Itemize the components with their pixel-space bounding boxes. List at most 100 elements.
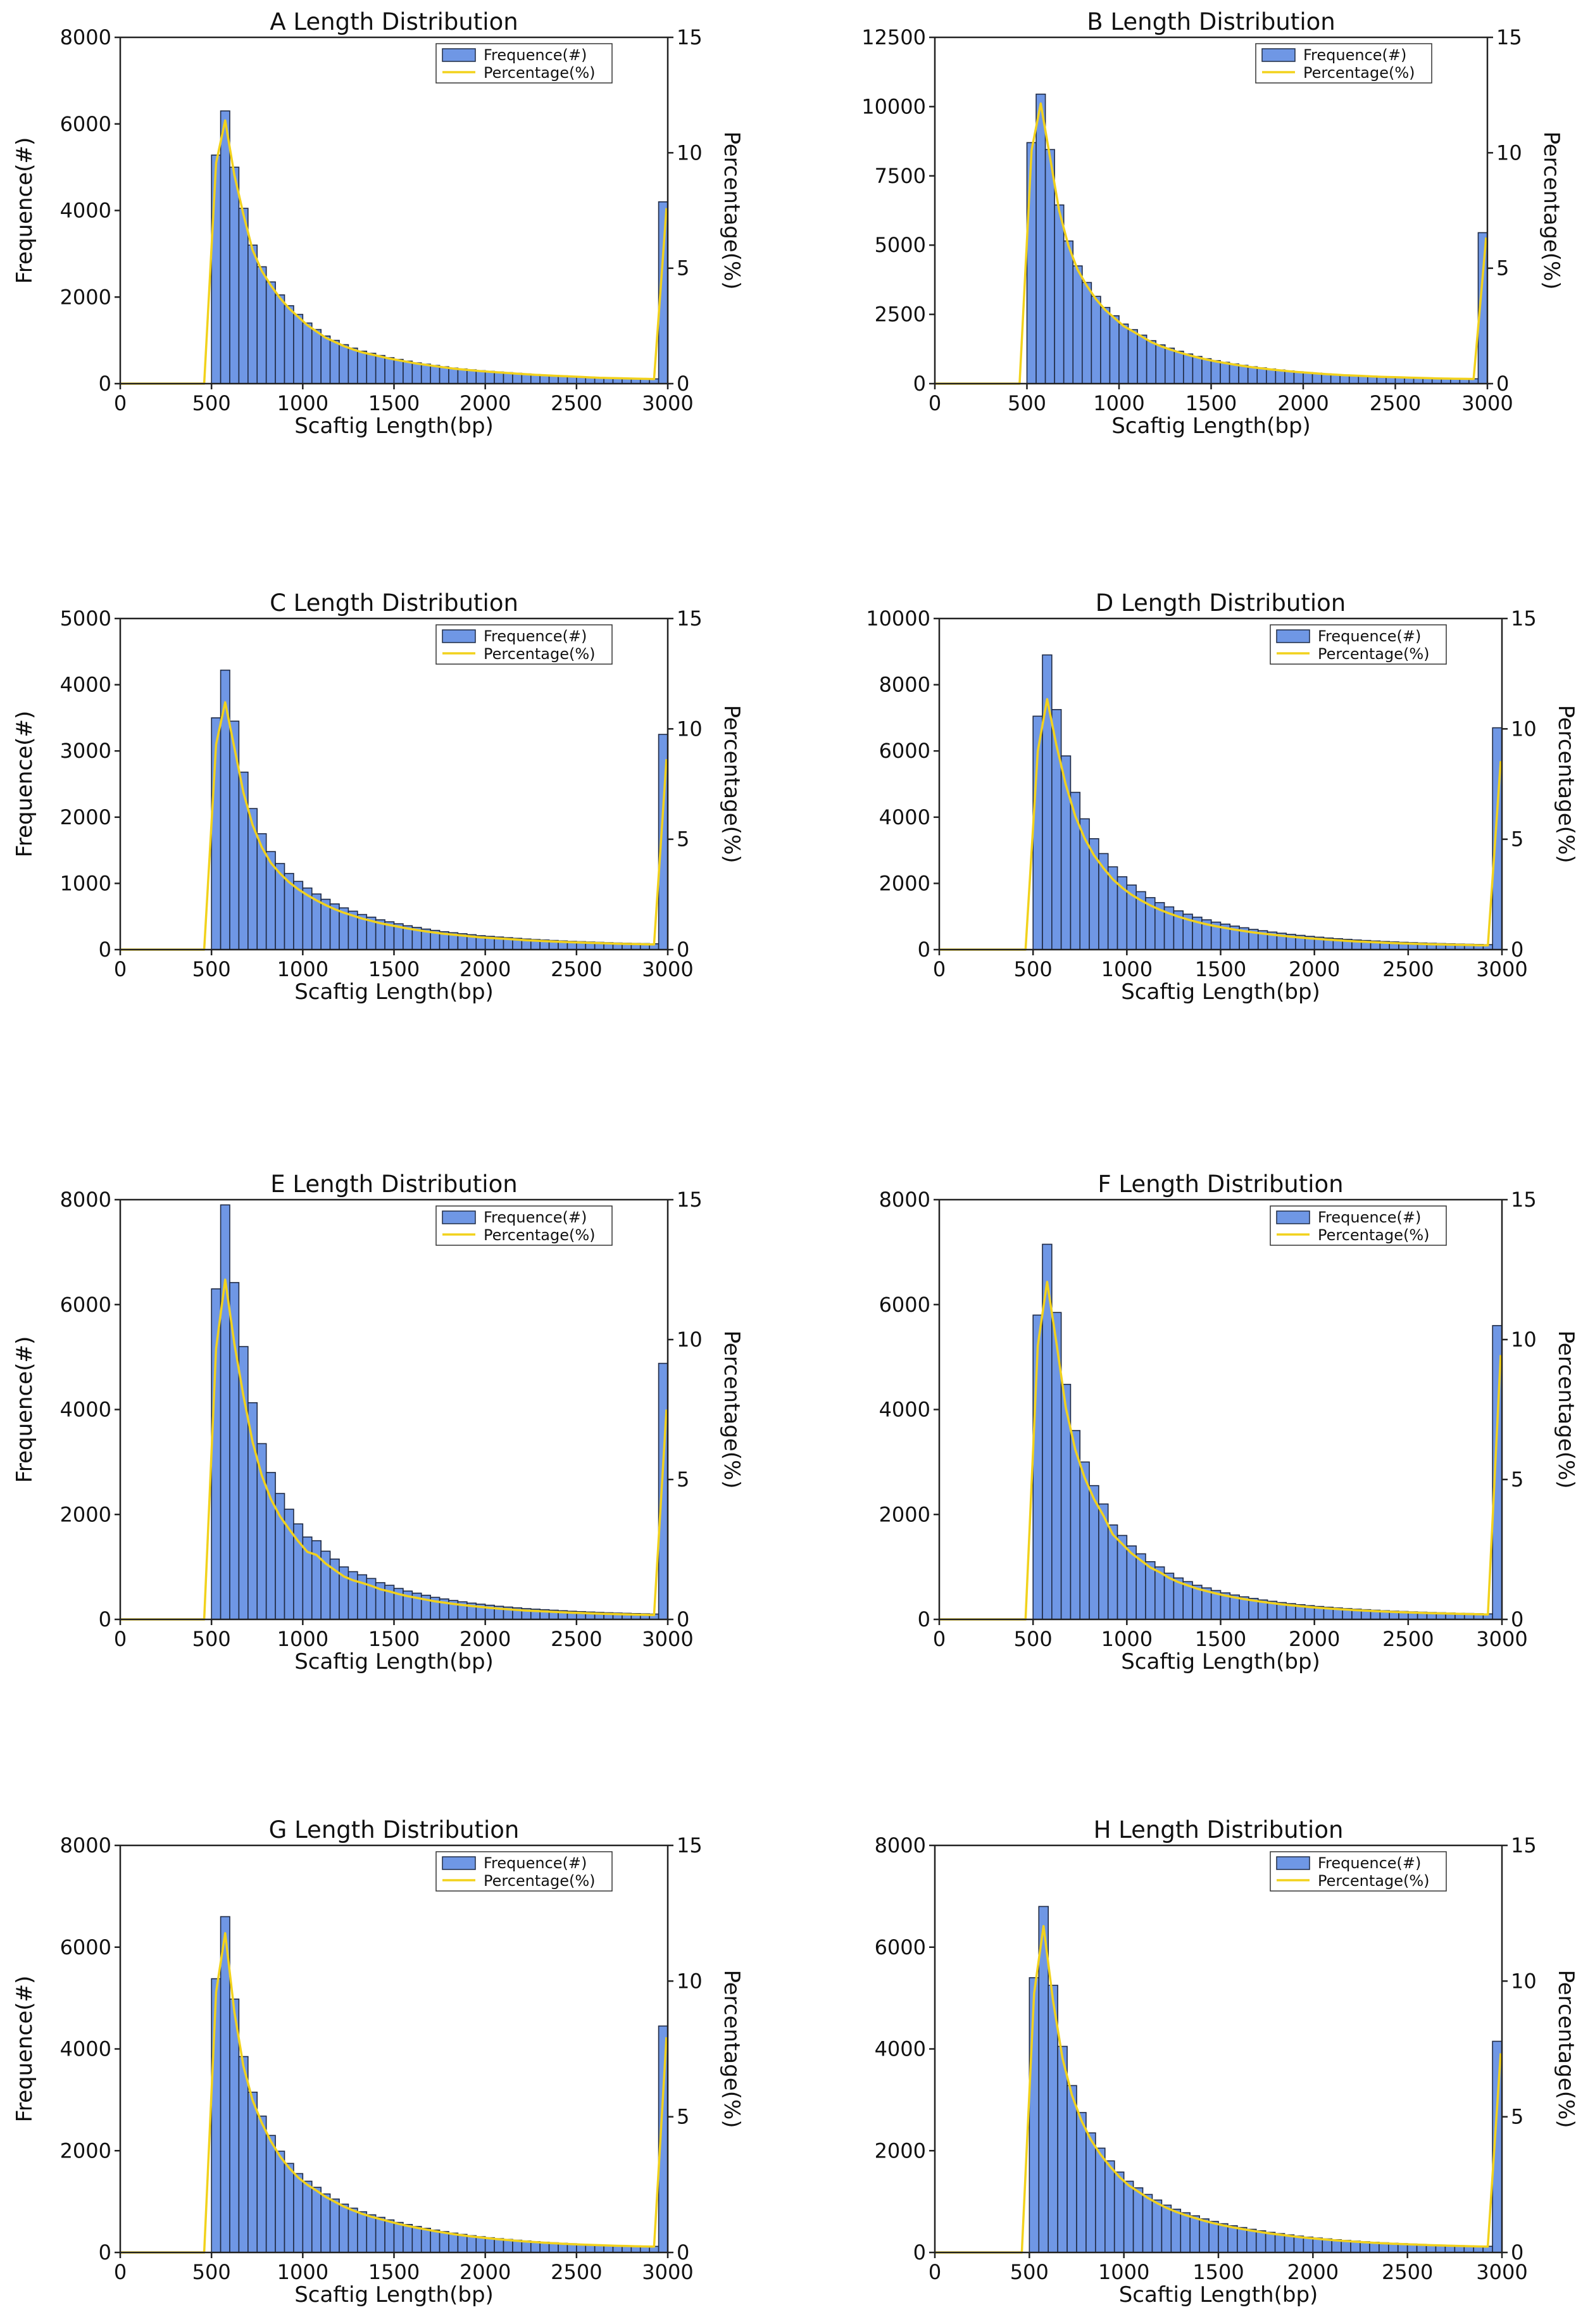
y2-tick-label: 5: [1511, 1467, 1523, 1492]
histogram-bar: [1076, 2112, 1087, 2253]
x-tick-label: 2500: [551, 2260, 602, 2284]
x-tick-label: 500: [192, 957, 231, 981]
x-tick-label: 1000: [277, 391, 328, 415]
histogram-bar: [1057, 2045, 1068, 2253]
x-tick-label: 2000: [1289, 957, 1340, 981]
x-tick-label: 2500: [1382, 1627, 1434, 1651]
histogram-bar: [1218, 2223, 1229, 2253]
histogram-bar: [1275, 369, 1285, 384]
histogram-bar: [1192, 356, 1203, 384]
histogram-bar: [1284, 2234, 1295, 2253]
y2-tick-label: 0: [1511, 2240, 1523, 2264]
histogram-bar: [211, 1288, 222, 1620]
histogram-bars: [1029, 1906, 1503, 2253]
x-tick-label: 1500: [368, 391, 420, 415]
chart-panel-f: 0 500 1000 1500 2000 2500 30000200040006000800…: [12, 1171, 1579, 1674]
histogram-bar: [265, 1472, 276, 1620]
y2-axis-label: Percentage(%): [1553, 1969, 1579, 2128]
histogram-bars: [1032, 654, 1503, 950]
histogram-bar: [1137, 334, 1148, 384]
x-tick-label: 1000: [1101, 957, 1153, 981]
y-tick-label: 5000: [875, 233, 926, 257]
x-tick-label: 2500: [551, 391, 602, 415]
histogram-bar: [347, 2208, 358, 2253]
y2-tick-label: 5: [677, 827, 689, 851]
x-tick-label: 2500: [551, 957, 602, 981]
histogram-bar: [284, 2163, 294, 2253]
percentage-line: [939, 1281, 1502, 1621]
legend-label-frequence: Frequence(#): [484, 1854, 587, 1872]
percentage-line: [120, 1278, 668, 1621]
y2-axis-label: Percentage(%): [719, 1969, 744, 2128]
y-tick-label: 0: [913, 372, 926, 396]
x-tick-label: 2500: [1382, 2260, 1433, 2284]
histogram-bar: [256, 1443, 267, 1620]
chart-title: E Length Distribution: [270, 1171, 517, 1198]
percentage-line: [120, 701, 668, 951]
histogram-bar: [275, 2151, 285, 2253]
percentage-line: [120, 1931, 668, 2254]
histogram-bar: [247, 244, 258, 384]
legend-swatch-bar: [442, 1856, 476, 1870]
chart-legend: Frequence(#)Percentage(%): [435, 43, 613, 84]
histogram-bar: [329, 339, 340, 384]
histogram-bar: [1266, 368, 1277, 384]
histogram-bar: [247, 1402, 258, 1620]
histogram-bar: [420, 2228, 431, 2253]
y-tick-label: 0: [918, 938, 930, 962]
histogram-bar: [1229, 363, 1239, 384]
x-tick-label: 2000: [1277, 391, 1329, 415]
y2-tick-label: 10: [677, 141, 703, 165]
y-tick-label: 8000: [875, 1833, 926, 1857]
histogram-bar: [302, 2180, 313, 2253]
histogram-bar: [430, 365, 441, 384]
legend-label-percentage: Percentage(%): [484, 64, 596, 82]
chart-title: H Length Distribution: [1094, 1816, 1344, 1843]
y-tick-label: 2500: [875, 303, 926, 327]
x-tick-label: 0: [114, 1627, 127, 1651]
x-axis-label: Scaftig Length(bp): [294, 413, 494, 439]
histogram-bar: [1054, 204, 1065, 384]
percentage-line: [935, 102, 1487, 385]
histogram-bar: [439, 366, 449, 384]
legend-label-percentage: Percentage(%): [484, 1872, 596, 1890]
x-tick-label: 500: [1014, 957, 1053, 981]
histogram-bar: [1082, 282, 1092, 384]
y-tick-label: 3000: [60, 739, 111, 763]
legend-swatch-bar: [442, 48, 476, 62]
histogram-bar: [448, 367, 459, 384]
legend-label-frequence: Frequence(#): [484, 1209, 587, 1226]
x-tick-label: 1000: [277, 957, 328, 981]
y2-axis-label: Percentage(%): [719, 705, 744, 863]
x-tick-label: 0: [114, 957, 127, 981]
histogram-bar: [375, 2216, 385, 2253]
y2-tick-label: 0: [1511, 1607, 1523, 1631]
histogram-bars: [211, 669, 668, 950]
chart-legend: Frequence(#)Percentage(%): [435, 624, 613, 665]
chart-panel-h: 0 500 1000 1500 2000 2500 30000200040006000800…: [12, 1816, 1579, 2308]
x-tick-label: 500: [1014, 1627, 1053, 1651]
y-tick-label: 0: [99, 372, 111, 396]
y-tick-label: 6000: [60, 1935, 111, 1959]
x-tick-label: 2000: [460, 2260, 511, 2284]
y-tick-label: 10000: [861, 94, 926, 118]
x-tick-label: 500: [192, 2260, 231, 2284]
histogram-bar: [1199, 2218, 1210, 2253]
histogram-bar: [1066, 2085, 1077, 2253]
histogram-bar: [1237, 2227, 1248, 2253]
histogram-bar: [347, 348, 358, 384]
x-tick-label: 0: [933, 1627, 946, 1651]
y-axis-label: Frequence(#): [12, 1976, 37, 2122]
y-tick-label: 2000: [60, 2139, 111, 2163]
chart-title: A Length Distribution: [270, 8, 518, 35]
y2-axis-label: Percentage(%): [1553, 705, 1579, 863]
x-tick-label: 0: [929, 391, 941, 415]
histogram-bar: [439, 2231, 449, 2253]
histogram-bar: [1303, 2236, 1314, 2253]
histogram-bar: [1072, 265, 1083, 384]
y-tick-label: 7500: [875, 164, 926, 188]
chart-title: G Length Distribution: [269, 1816, 520, 1843]
x-tick-label: 1500: [1192, 2260, 1244, 2284]
y2-tick-label: 0: [1496, 372, 1509, 396]
